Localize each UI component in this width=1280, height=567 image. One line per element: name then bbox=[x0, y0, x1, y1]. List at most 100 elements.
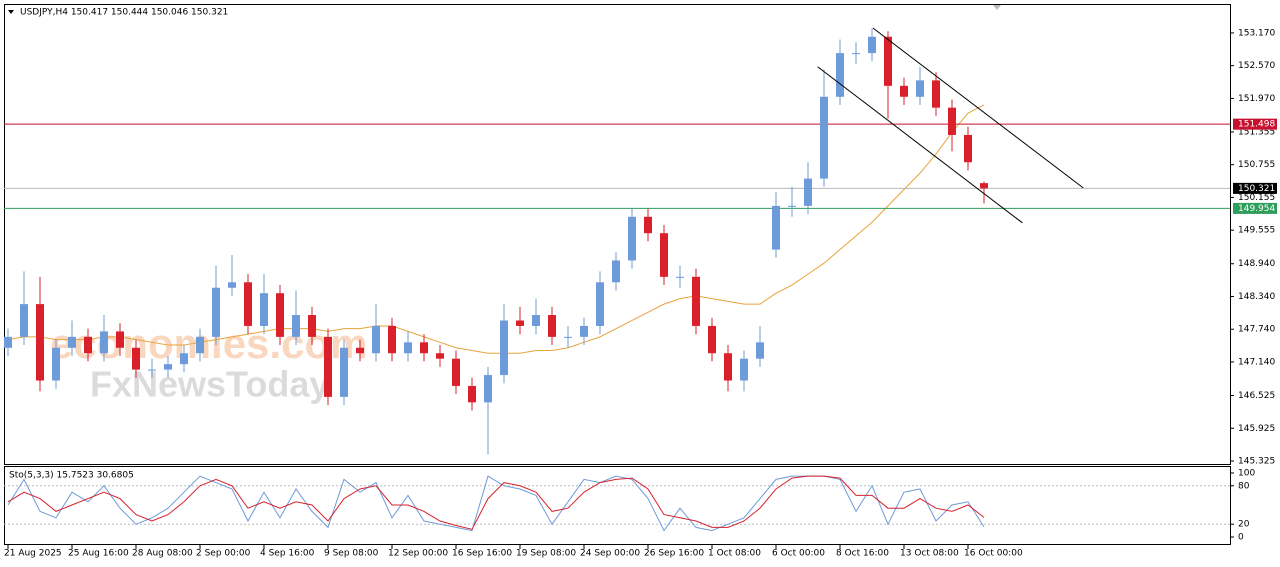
candle-body bbox=[692, 276, 700, 326]
candle-body bbox=[52, 347, 60, 381]
candle-body bbox=[420, 342, 428, 354]
candle-body bbox=[980, 183, 988, 189]
candle-body bbox=[132, 347, 140, 370]
candle-body bbox=[532, 315, 540, 326]
candle-body bbox=[580, 325, 588, 337]
price-level-label: 151.498 bbox=[1238, 120, 1275, 130]
oscillator-line bbox=[7, 475, 985, 530]
oscillator-title: Sto(5,3,3) 15.7523 30.6805 bbox=[9, 471, 134, 481]
candle-body bbox=[340, 347, 348, 397]
y-tick-label: 100 bbox=[1238, 468, 1255, 478]
candle-body bbox=[148, 369, 156, 371]
candle-body bbox=[628, 216, 636, 261]
x-tick-label: 13 Oct 08:00 bbox=[900, 549, 959, 559]
candle-body bbox=[708, 325, 716, 354]
candle-body bbox=[740, 358, 748, 381]
candle-body bbox=[36, 304, 44, 381]
y-tick-label: 147.140 bbox=[1238, 357, 1275, 367]
candle-body bbox=[356, 347, 364, 354]
y-tick-label: 20 bbox=[1238, 520, 1250, 530]
y-tick-label: 152.570 bbox=[1238, 61, 1275, 71]
x-tick-label: 25 Aug 16:00 bbox=[68, 549, 129, 559]
candle-body bbox=[292, 315, 300, 337]
candle-body bbox=[612, 260, 620, 283]
y-tick-label: 148.340 bbox=[1238, 292, 1275, 302]
x-tick-label: 8 Oct 16:00 bbox=[836, 549, 889, 559]
candle-body bbox=[68, 336, 76, 348]
candle-body bbox=[964, 134, 972, 163]
x-tick-label: 19 Sep 08:00 bbox=[516, 549, 576, 559]
y-tick-label: 80 bbox=[1238, 481, 1250, 491]
trendline bbox=[817, 66, 1023, 224]
candle-body bbox=[468, 385, 476, 403]
candle-body bbox=[564, 336, 572, 338]
candle-body bbox=[388, 325, 396, 354]
candle-body bbox=[724, 353, 732, 381]
price-level-label: 149.954 bbox=[1238, 204, 1275, 214]
candle-body bbox=[100, 331, 108, 354]
candle-body bbox=[756, 342, 764, 359]
candle-body bbox=[196, 336, 204, 354]
y-tick-label: 149.555 bbox=[1238, 226, 1275, 236]
candle-body bbox=[4, 336, 12, 348]
x-tick-label: 24 Sep 00:00 bbox=[580, 549, 640, 559]
candle-body bbox=[164, 364, 172, 370]
y-tick-label: 145.925 bbox=[1238, 424, 1275, 434]
candle-body bbox=[788, 205, 796, 207]
price-level-box bbox=[1233, 182, 1277, 194]
candle-body bbox=[804, 178, 812, 206]
price-level-box bbox=[1233, 118, 1277, 130]
candle-body bbox=[84, 336, 92, 354]
candle-body bbox=[852, 53, 860, 55]
candle-body bbox=[516, 320, 524, 326]
candle-body bbox=[660, 233, 668, 277]
y-tick-label: 150.755 bbox=[1238, 160, 1275, 170]
x-tick-label: 21 Aug 2025 bbox=[4, 549, 62, 559]
y-tick-label: 150.155 bbox=[1238, 193, 1275, 203]
candle-body bbox=[260, 293, 268, 326]
y-tick-label: 148.940 bbox=[1238, 259, 1275, 269]
candle-body bbox=[276, 293, 284, 337]
candle-body bbox=[212, 287, 220, 337]
trendline bbox=[872, 27, 1084, 189]
candle-body bbox=[244, 282, 252, 326]
candle-body bbox=[548, 315, 556, 337]
y-tick-label: 151.970 bbox=[1238, 94, 1275, 104]
x-tick-label: 9 Sep 08:00 bbox=[324, 549, 379, 559]
candle-body bbox=[948, 107, 956, 135]
y-tick-label: 146.525 bbox=[1238, 391, 1275, 401]
price-level-box bbox=[1233, 202, 1277, 214]
candle-body bbox=[228, 282, 236, 288]
candle-body bbox=[916, 80, 924, 97]
candle-body bbox=[868, 36, 876, 54]
candle-body bbox=[484, 375, 492, 403]
candle-body bbox=[772, 205, 780, 250]
y-tick-label: 0 bbox=[1238, 532, 1244, 542]
x-tick-label: 4 Sep 16:00 bbox=[260, 549, 315, 559]
watermark-text: FxNewsToday bbox=[90, 364, 329, 405]
oscillator-panel bbox=[4, 466, 1231, 545]
collapse-arrow[interactable] bbox=[8, 10, 14, 14]
shift-marker bbox=[993, 5, 1001, 10]
main-panel bbox=[4, 4, 1231, 465]
y-tick-label: 147.740 bbox=[1238, 325, 1275, 335]
x-tick-label: 26 Sep 16:00 bbox=[644, 549, 704, 559]
candle-body bbox=[932, 80, 940, 108]
y-tick-label: 151.355 bbox=[1238, 127, 1275, 137]
chart-title: USDJPY,H4 150.417 150.444 150.046 150.32… bbox=[20, 8, 228, 18]
candle-body bbox=[500, 320, 508, 376]
candle-body bbox=[404, 342, 412, 354]
x-tick-label: 6 Oct 00:00 bbox=[772, 549, 825, 559]
candle-body bbox=[308, 315, 316, 337]
x-tick-label: 16 Oct 00:00 bbox=[964, 549, 1023, 559]
candle-body bbox=[884, 36, 892, 86]
x-tick-label: 1 Oct 08:00 bbox=[708, 549, 761, 559]
candle-body bbox=[676, 276, 684, 278]
y-tick-label: 145.325 bbox=[1238, 456, 1275, 466]
candle-body bbox=[452, 358, 460, 386]
price-level-label: 150.321 bbox=[1238, 184, 1275, 194]
candle-body bbox=[372, 325, 380, 354]
